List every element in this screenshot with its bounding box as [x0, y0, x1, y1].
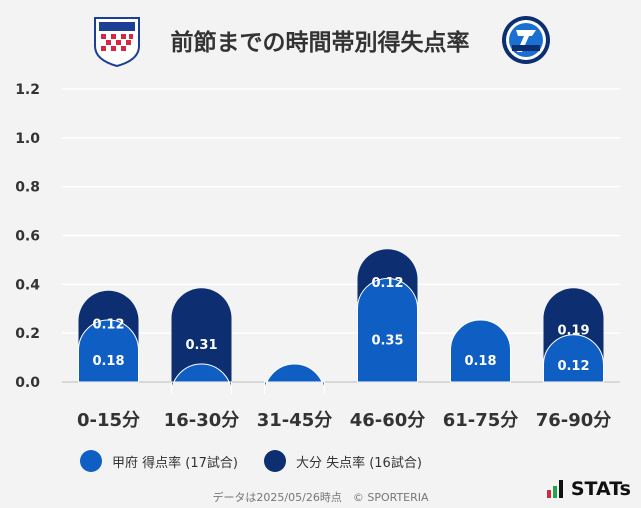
y-tick-label: 1.0 [15, 131, 40, 147]
x-tick-label: 16-30分 [164, 410, 240, 431]
y-tick-label: 0.6 [15, 229, 40, 245]
data-label-home: 0.12 [557, 359, 589, 374]
x-tick-label: 61-75分 [443, 410, 519, 431]
legend-item-away: 大分 失点率 (16試合) [264, 450, 422, 472]
data-label-home: 0.35 [371, 333, 403, 348]
legend-item-home: 甲府 得点率 (17試合) [80, 450, 238, 472]
legend-home-swatch-icon [80, 450, 102, 472]
x-tick-label: 46-60分 [350, 410, 426, 431]
data-label-away: 0.19 [557, 324, 589, 339]
y-axis: 0.0 0.2 0.4 0.6 0.8 1.0 1.2 [15, 82, 40, 391]
chart: 前節までの時間帯別得失点率 0.0 0.2 0.4 0.6 0.8 1.0 1.2 0.18… [0, 0, 641, 445]
data-label-away: 0.12 [371, 276, 403, 291]
chart-title: 前節までの時間帯別得失点率 [171, 29, 470, 56]
legend-away-swatch-icon [264, 450, 286, 472]
x-tick-label: 76-90分 [536, 410, 612, 431]
y-tick-label: 1.2 [15, 82, 40, 98]
legend: 甲府 得点率 (17試合) 大分 失点率 (16試合) [80, 450, 448, 472]
legend-home-label: 甲府 得点率 (17試合) [112, 452, 238, 471]
x-tick-label: 0-15分 [77, 410, 140, 431]
y-tick-label: 0.0 [15, 375, 40, 391]
stats-bars-icon [547, 480, 565, 498]
stats-logo: STATs [547, 478, 631, 500]
brand-name: STATs [571, 478, 631, 500]
bar-home [451, 320, 511, 382]
home-team-crest-icon [95, 18, 139, 66]
data-label-away: 0.12 [92, 317, 124, 332]
away-team-crest-icon [502, 16, 550, 64]
bars: 0.18 0.12 0.31 0.35 0.12 0.18 0.12 0.19 [79, 249, 604, 394]
y-tick-label: 0.2 [15, 326, 40, 342]
data-label-home: 0.18 [92, 354, 124, 369]
y-tick-label: 0.4 [15, 277, 40, 293]
legend-away-label: 大分 失点率 (16試合) [296, 452, 422, 471]
data-label-home: 0.18 [464, 354, 496, 369]
bar-home [265, 364, 325, 394]
x-axis: 0-15分 16-30分 31-45分 46-60分 61-75分 76-90分 [77, 410, 611, 431]
data-label-away: 0.31 [185, 338, 217, 353]
bar-home [358, 279, 418, 382]
grid [62, 89, 620, 382]
y-tick-label: 0.8 [15, 180, 40, 196]
footer-note: データは2025/05/26時点 © SPORTERIA [0, 489, 641, 505]
x-tick-label: 31-45分 [257, 410, 333, 431]
